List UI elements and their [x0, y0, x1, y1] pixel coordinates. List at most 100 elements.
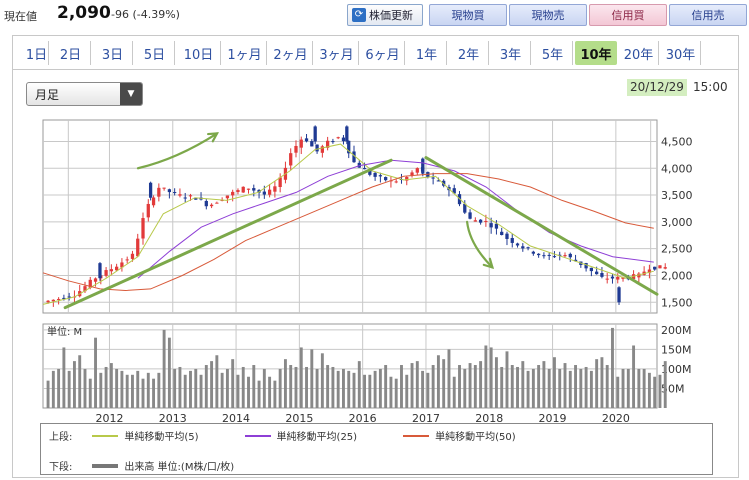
candle-body — [552, 256, 557, 258]
x-tick-label: 2015 — [285, 412, 313, 425]
trendline-annotation — [63, 158, 393, 310]
candle-body — [605, 278, 609, 280]
legend-ma25-swatch — [244, 434, 271, 437]
volume-bar — [558, 368, 562, 408]
volume-bar — [600, 357, 604, 408]
range-tab[interactable]: 2日 — [51, 41, 91, 65]
stock-chart: 1,500 2,000 2,500 3,000 3,500 4,000 4,500 50M 10… — [42, 119, 693, 425]
volume-bar — [484, 345, 488, 408]
volume-bar — [189, 370, 192, 408]
x-tick-label: 2020 — [602, 412, 630, 425]
volume-bar — [283, 359, 287, 408]
candle-body — [167, 189, 172, 193]
volume-bar — [278, 368, 282, 408]
volume-bar — [72, 361, 76, 408]
volume-bar — [510, 365, 514, 408]
candle-body — [563, 255, 567, 257]
candle-body — [209, 204, 214, 207]
volume-bar — [574, 365, 578, 408]
update-price-button[interactable]: ⟳ 株価更新 — [347, 4, 423, 26]
range-tab[interactable]: 2年 — [449, 41, 489, 65]
volume-y-tick-label: 150M — [661, 343, 692, 356]
range-tab[interactable]: 1年 — [407, 41, 447, 65]
volume-bar — [241, 366, 245, 408]
volume-bar — [326, 365, 330, 408]
volume-bar — [500, 366, 504, 408]
chevron-down-icon[interactable]: ▼ — [120, 83, 142, 105]
legend-ma50-swatch — [403, 434, 430, 437]
candle-body — [115, 266, 119, 271]
volume-bar — [204, 365, 208, 408]
range-tab[interactable]: 10年 — [575, 41, 617, 65]
candle-body — [130, 253, 135, 259]
volume-bar — [125, 374, 129, 408]
candle-body — [246, 188, 251, 190]
margin-buy-button[interactable]: 信用買 — [589, 4, 667, 26]
x-tick-label: 2012 — [95, 412, 123, 425]
candle-body — [510, 238, 514, 243]
volume-bar — [310, 349, 314, 408]
range-tab[interactable]: 10日 — [177, 41, 221, 65]
candle-body — [83, 286, 87, 292]
volume-bar — [262, 368, 266, 408]
volume-bar — [183, 374, 187, 408]
volume-y-tick-label: 200M — [661, 324, 692, 337]
range-tab[interactable]: 1ヶ月 — [223, 41, 267, 65]
cash-buy-button[interactable]: 現物買 — [429, 4, 507, 26]
volume-bar — [542, 361, 546, 408]
range-tab[interactable]: 5年 — [533, 41, 573, 65]
volume-bar — [225, 368, 229, 408]
price-y-tick-label: 3,500 — [661, 189, 693, 202]
volume-bar — [447, 349, 451, 408]
volume-bar — [210, 361, 214, 408]
volume-bar — [647, 372, 651, 408]
candle-body — [241, 186, 245, 193]
candle-body — [621, 277, 625, 279]
volume-bar — [621, 368, 625, 408]
volume-bar — [595, 359, 599, 408]
volume-bar — [378, 368, 382, 408]
candle-body — [478, 219, 483, 223]
range-tab[interactable]: 3日 — [93, 41, 133, 65]
candle-body — [345, 126, 349, 142]
range-tab[interactable]: 1日 — [25, 41, 49, 65]
volume-bar — [109, 363, 113, 408]
volume-bar — [426, 372, 430, 408]
candle-body — [637, 273, 641, 278]
candle-body — [188, 195, 193, 197]
volume-bar — [579, 368, 583, 408]
cash-sell-button[interactable]: 現物売 — [509, 4, 587, 26]
range-tab[interactable]: 2ヶ月 — [269, 41, 313, 65]
volume-bar — [658, 374, 662, 408]
arrow-head — [482, 257, 495, 270]
range-tab[interactable]: 3ヶ月 — [315, 41, 359, 65]
margin-sell-button[interactable]: 信用売 — [669, 4, 747, 26]
price-y-tick-label: 4,500 — [661, 135, 693, 148]
x-tick-label: 2017 — [412, 412, 440, 425]
volume-bar — [162, 329, 166, 408]
volume-bar — [141, 378, 145, 408]
volume-bar — [389, 376, 393, 408]
volume-bar — [67, 370, 71, 408]
period-select[interactable]: 月足 ▼ — [26, 82, 143, 106]
volume-bar — [215, 355, 219, 408]
range-tab[interactable]: 20年 — [619, 41, 659, 65]
candle-body — [610, 276, 615, 279]
price-y-tick-label: 1,500 — [661, 296, 693, 309]
volume-bar — [616, 376, 620, 408]
volume-bar — [51, 370, 55, 408]
range-tab[interactable]: 30年 — [661, 41, 701, 65]
candle-body — [421, 158, 425, 174]
chart-time: 15:00 — [693, 80, 728, 94]
volume-bar — [257, 380, 261, 408]
range-tab[interactable]: 6ヶ月 — [361, 41, 405, 65]
legend-volume-label: 出来高 単位:(M株/口/枚) — [124, 462, 235, 473]
candle-body — [595, 271, 599, 275]
candle-body — [436, 180, 441, 182]
quote-bar: 現在値 2,090 -96 (-4.39%) ⟳ 株価更新 現物買 現物売 信用… — [0, 0, 749, 32]
range-tab[interactable]: 3年 — [491, 41, 531, 65]
volume-bar — [99, 372, 103, 408]
candle-body — [573, 259, 578, 262]
volume-bar — [131, 374, 134, 408]
range-tab[interactable]: 5日 — [135, 41, 175, 65]
